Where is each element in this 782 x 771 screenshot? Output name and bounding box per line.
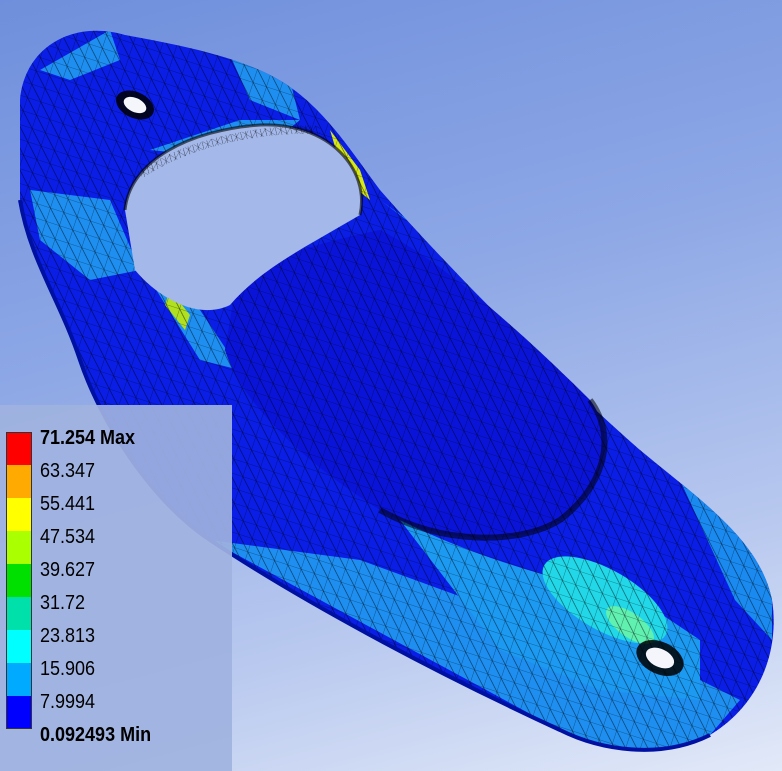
legend-swatch-yellow [6,498,32,531]
legend-label-5: 31.72 [40,592,86,614]
stress-legend: 71.254 Max 63.347 55.441 47.534 39.627 3… [0,405,232,771]
legend-min-label: 0.092493 Min [40,724,152,746]
legend-swatch-sky [6,663,32,696]
legend-swatch-blue [6,696,32,729]
legend-label-4: 39.627 [40,559,96,581]
legend-label-1: 63.347 [40,460,96,482]
legend-label-7: 15.906 [40,658,96,680]
legend-swatch-red [6,432,32,465]
legend-max-label: 71.254 Max [40,427,136,449]
legend-swatch-teal [6,597,32,630]
legend-swatch-cyan [6,630,32,663]
legend-label-3: 47.534 [40,526,96,548]
legend-label-6: 23.813 [40,625,96,647]
legend-swatch-green [6,564,32,597]
legend-label-2: 55.441 [40,493,96,515]
legend-label-8: 7.9994 [40,691,96,713]
window-cutout [125,124,362,311]
legend-swatch-lime [6,531,32,564]
legend-swatch-orange [6,465,32,498]
